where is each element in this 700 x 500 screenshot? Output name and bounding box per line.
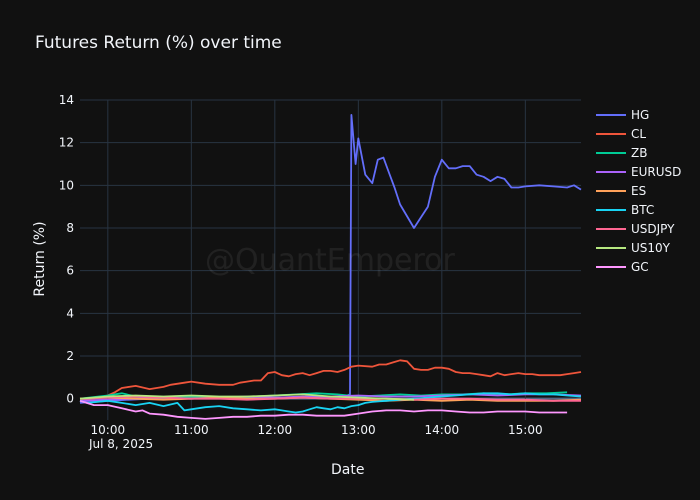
legend-item-zb[interactable]: ZB [596, 143, 681, 162]
legend-item-us10y[interactable]: US10Y [596, 238, 681, 257]
legend-swatch [596, 132, 626, 135]
y-tick-label: 14 [59, 93, 74, 107]
x-tick-label: 10:00 [91, 423, 126, 437]
axes: 0 2 4 6 8 10 12 14 10:00 11:00 12:00 13:00 14:00 15:0… [59, 93, 543, 437]
series-line-us10y [79, 393, 415, 401]
x-axis-label: Date [331, 462, 365, 478]
y-tick-label: 8 [66, 221, 74, 235]
series-line-cl [79, 359, 582, 402]
legend-label: ZB [631, 145, 648, 160]
series-line-btc [79, 392, 582, 414]
legend-label: ES [631, 183, 647, 198]
legend-swatch [596, 246, 626, 249]
legend-item-cl[interactable]: CL [596, 124, 681, 143]
x-tick-label: 11:00 [174, 423, 209, 437]
legend-swatch [596, 227, 626, 230]
y-tick-label: 4 [66, 306, 74, 320]
legend-swatch [596, 170, 626, 173]
x-tick-label: 15:00 [508, 423, 543, 437]
legend-item-usdjpy[interactable]: USDJPY [596, 219, 681, 238]
legend-swatch [596, 113, 626, 116]
legend-item-btc[interactable]: BTC [596, 200, 681, 219]
chart-title: Futures Return (%) over time [35, 33, 282, 53]
legend-item-hg[interactable]: HG [596, 105, 681, 124]
legend: HG CL ZB EURUSD ES BTC USDJPY US10Y GC [596, 105, 681, 276]
y-axis-label: Return (%) [32, 221, 48, 297]
x-tick-label: 13:00 [341, 423, 376, 437]
legend-label: CL [631, 126, 647, 141]
legend-label: HG [631, 107, 650, 122]
y-tick-label: 2 [66, 349, 74, 363]
legend-label: EURUSD [631, 164, 682, 179]
series-line-gc [79, 399, 568, 420]
y-tick-label: 6 [66, 264, 74, 278]
y-tick-label: 0 [66, 392, 74, 406]
legend-label: USDJPY [631, 221, 675, 236]
legend-item-es[interactable]: ES [596, 181, 681, 200]
legend-swatch [596, 189, 626, 192]
y-tick-label: 10 [59, 178, 74, 192]
legend-swatch [596, 265, 626, 268]
legend-label: BTC [631, 202, 655, 217]
y-tick-label: 12 [59, 136, 74, 150]
watermark: @QuantEmperor [205, 243, 455, 278]
legend-label: US10Y [631, 240, 670, 255]
x-tick-label: 12:00 [258, 423, 293, 437]
grid [80, 99, 581, 420]
x-axis-date-label: Jul 8, 2025 [89, 437, 154, 451]
series-lines [79, 114, 582, 420]
legend-swatch [596, 151, 626, 154]
legend-item-eurusd[interactable]: EURUSD [596, 162, 681, 181]
series-line-usdjpy [79, 395, 581, 402]
legend-swatch [596, 208, 626, 211]
legend-label: GC [631, 259, 649, 274]
x-tick-label: 14:00 [425, 423, 460, 437]
legend-item-gc[interactable]: GC [596, 257, 681, 276]
